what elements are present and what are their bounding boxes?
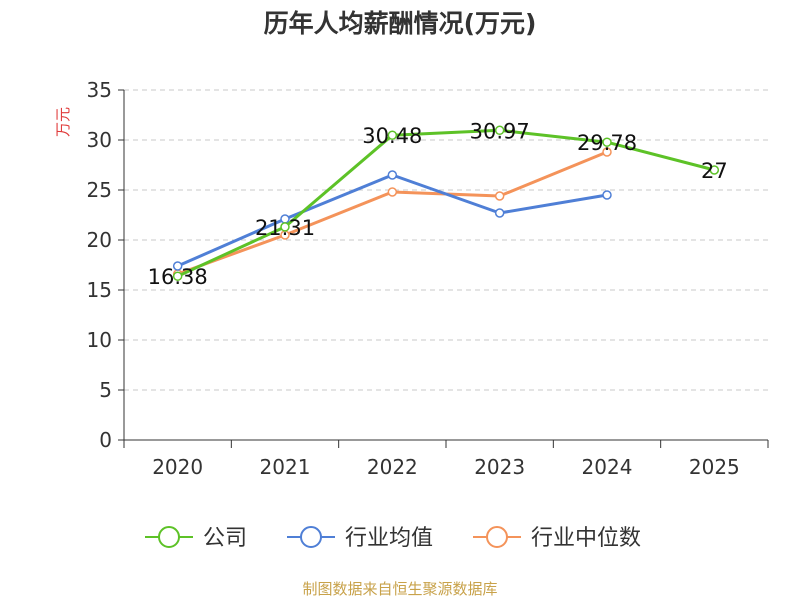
legend[interactable]: 公司 行业均值 行业中位数 (145, 526, 641, 551)
data-label-2023: 30.97 (470, 119, 530, 143)
series-line-公司 (177, 128, 715, 278)
data-label-2025: 27 (701, 159, 728, 183)
data-label-2020: 16.38 (148, 265, 208, 289)
point-公司-2025 (709, 165, 720, 175)
data-label-2022: 30.48 (362, 124, 422, 148)
series-group (172, 125, 720, 281)
point-公司-2022 (387, 130, 398, 140)
y-tick-label-25: 25 (87, 178, 112, 202)
x-tick-label-2025: 2025 (689, 455, 740, 479)
y-tick-label-35: 35 (87, 78, 112, 102)
y-tick-label-0: 0 (99, 428, 112, 452)
legend-marker-公司 (158, 526, 180, 548)
legend-label-公司: 公司 (203, 526, 247, 551)
point-行业均值-2020 (172, 261, 183, 271)
point-行业均值-2024 (602, 190, 612, 200)
legend-label-行业中位数: 行业中位数 (531, 526, 641, 551)
x-tick-label-2024: 2024 (582, 455, 633, 479)
point-公司-2021 (280, 222, 290, 232)
data-label-2021: 21.31 (255, 216, 315, 240)
legend-marker-行业中位数 (486, 526, 508, 548)
point-公司-2020 (172, 271, 183, 281)
y-tick-label-30: 30 (87, 128, 112, 152)
chart-title: 历年人均薪酬情况(万元) (263, 9, 537, 38)
x-tick-label-2023: 2023 (474, 455, 525, 479)
point-行业中位数-2024 (602, 147, 612, 157)
source-footer: 制图数据来自恒生聚源数据库 (302, 580, 498, 598)
y-tick-label-20: 20 (87, 228, 112, 252)
legend-label-行业均值: 行业均值 (345, 526, 433, 551)
point-行业均值-2022 (387, 170, 398, 180)
point-行业中位数-2022 (387, 187, 398, 197)
point-行业中位数-2023 (494, 191, 505, 201)
y-tick-label-10: 10 (87, 328, 112, 352)
point-行业均值-2023 (494, 208, 505, 218)
legend-marker-行业均值 (300, 526, 322, 548)
data-labels: 16.38 21.31 30.48 30.97 29.78 27 (148, 119, 728, 289)
y-tick-label-15: 15 (87, 278, 112, 302)
x-tick-label-2022: 2022 (367, 455, 418, 479)
grid-lines (124, 89, 768, 391)
data-label-2024: 29.78 (577, 131, 637, 155)
y-tick-label-5: 5 (99, 378, 112, 402)
y-axis-label: 万元 (54, 107, 72, 137)
point-公司-2023 (494, 125, 505, 136)
x-tick-label-2021: 2021 (260, 455, 311, 479)
point-公司-2024 (602, 137, 612, 147)
x-tick-label-2020: 2020 (152, 455, 203, 479)
